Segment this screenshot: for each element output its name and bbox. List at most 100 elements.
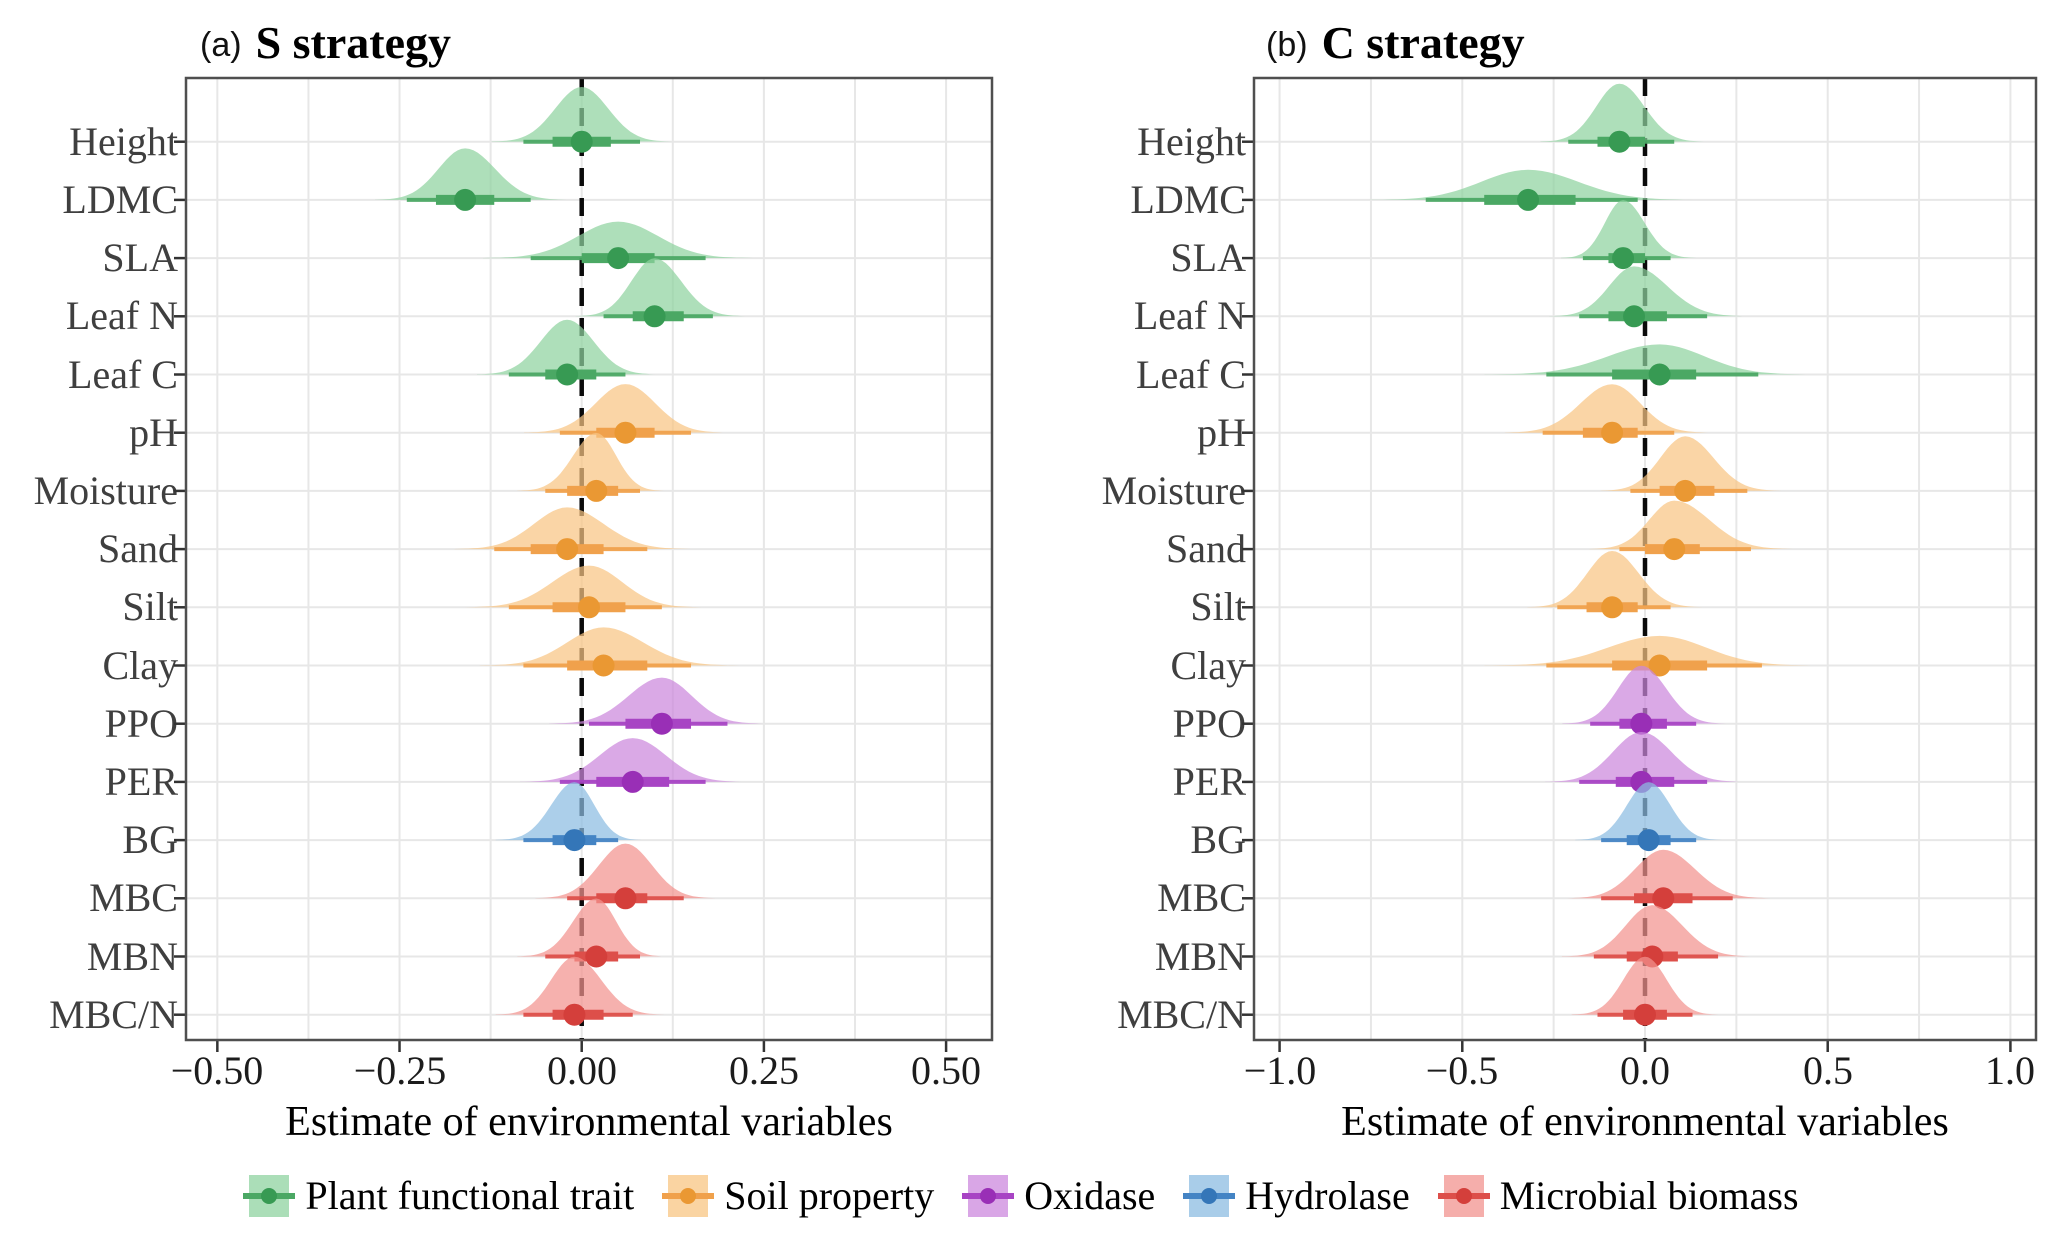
- estimate-dot: [1608, 130, 1631, 153]
- legend-item-hydrolase: Hydrolase: [1183, 1172, 1410, 1219]
- row-label-silt: Silt: [122, 584, 178, 630]
- density-ridge: [549, 677, 764, 724]
- density-ridge: [1561, 905, 1754, 957]
- estimate-dot: [1623, 305, 1646, 328]
- estimate-dot: [592, 654, 615, 677]
- row-label-leaf-c: Leaf C: [1136, 351, 1246, 397]
- legend-key-dot: [261, 1187, 278, 1204]
- estimate-dot: [563, 1003, 586, 1026]
- legend-item-microbial: Microbial biomass: [1437, 1172, 1799, 1219]
- row-label-height: Height: [69, 118, 178, 164]
- row-label-ldmc: LDMC: [62, 176, 178, 222]
- legend-label: Oxidase: [1024, 1173, 1156, 1218]
- legend-label: Microbial biomass: [1499, 1173, 1799, 1218]
- x-tick-label: −0.5: [1425, 1048, 1499, 1093]
- density-ridge: [1484, 635, 1818, 666]
- panel-a-title: (a) S strategy: [200, 16, 451, 69]
- estimate-dot: [621, 770, 644, 793]
- density-ridge: [1575, 782, 1723, 841]
- row-label-ppo: PPO: [104, 700, 178, 746]
- row-label-mbn: MBN: [1154, 933, 1246, 979]
- legend-item-soil: Soil property: [662, 1172, 935, 1219]
- density-ridge: [1600, 436, 1782, 491]
- panel-b-row-labels: Height LDMC SLA Leaf N Leaf C pH Moisture Sand S…: [1066, 0, 1246, 1100]
- legend-key-plant-icon: [243, 1174, 296, 1217]
- estimate-dot: [556, 363, 579, 386]
- density-ridge: [491, 87, 672, 142]
- legend-label: Plant functional trait: [305, 1173, 635, 1218]
- density-ridge: [1549, 266, 1747, 317]
- legend-key-dot: [1455, 1187, 1472, 1204]
- estimate-dot: [1648, 363, 1671, 386]
- estimate-dot: [585, 479, 608, 502]
- panel-border: [184, 76, 994, 1042]
- density-ridge: [1369, 169, 1698, 200]
- row-label-height: Height: [1137, 118, 1246, 164]
- legend-key-dot: [980, 1187, 997, 1204]
- legend-key-dot: [680, 1187, 697, 1204]
- estimate-dot: [607, 247, 630, 270]
- row-label-sand: Sand: [98, 526, 178, 572]
- row-label-leaf-c: Leaf C: [68, 351, 178, 397]
- row-label-ph: pH: [129, 409, 178, 455]
- x-tick-label: 0.25: [729, 1048, 799, 1093]
- density-ridge: [477, 319, 658, 375]
- panel-b-xaxis-title: Estimate of environmental variables: [1341, 1099, 1949, 1145]
- estimate-dot: [454, 188, 477, 211]
- row-label-ldmc: LDMC: [1130, 176, 1246, 222]
- density-ridge: [517, 898, 664, 957]
- density-ridge: [454, 507, 691, 550]
- row-label-clay: Clay: [102, 642, 178, 688]
- estimate-dot: [1674, 479, 1697, 502]
- estimate-dot: [570, 130, 593, 153]
- density-ridge: [483, 221, 754, 259]
- density-ridge: [1589, 500, 1793, 550]
- estimate-dot: [1612, 247, 1635, 270]
- panel-a-tag: (a): [200, 26, 242, 64]
- density-ridge: [465, 565, 702, 608]
- estimate-dot: [1637, 829, 1660, 852]
- estimate-dot: [1648, 654, 1671, 677]
- density-ridge: [1504, 384, 1709, 433]
- legend-item-oxidase: Oxidase: [962, 1172, 1156, 1219]
- row-label-moisture: Moisture: [33, 467, 178, 513]
- x-tick-label: 0.50: [911, 1048, 981, 1093]
- density-ridge: [1561, 200, 1697, 259]
- density-ridge: [524, 384, 727, 433]
- row-label-mbc-n: MBC/N: [1117, 991, 1246, 1037]
- x-tick-label: 0.00: [547, 1048, 617, 1093]
- estimate-dot: [1634, 1003, 1656, 1026]
- density-ridge: [375, 148, 567, 200]
- estimate-dot: [614, 421, 637, 444]
- legend-key-oxidase-icon: [962, 1174, 1015, 1217]
- estimate-dot: [1630, 712, 1653, 735]
- legend-key-microbial-icon: [1437, 1174, 1490, 1217]
- estimate-dot: [1601, 421, 1624, 444]
- density-ridge: [1571, 956, 1719, 1015]
- density-ridge: [1540, 83, 1705, 142]
- density-ridge: [520, 738, 746, 782]
- density-ridge: [1562, 665, 1727, 724]
- density-ridge: [575, 258, 745, 317]
- panel-b-tag: (b): [1266, 26, 1308, 64]
- estimate-dot: [578, 596, 600, 619]
- estimate-dot: [1517, 188, 1540, 211]
- density-ridge: [1567, 849, 1771, 899]
- row-label-ppo: PPO: [1172, 700, 1246, 746]
- x-tick-label: −1.0: [1243, 1048, 1317, 1093]
- row-label-mbc: MBC: [1157, 875, 1246, 921]
- density-ridge: [1484, 344, 1813, 375]
- row-label-sla: SLA: [102, 235, 178, 281]
- estimate-dot: [556, 538, 579, 561]
- legend-label: Soil property: [724, 1173, 935, 1218]
- row-label-ph: pH: [1197, 409, 1246, 455]
- density-ridge: [495, 782, 642, 841]
- panel-border: [1252, 76, 2038, 1042]
- legend-item-plant: Plant functional trait: [243, 1172, 635, 1219]
- row-label-clay: Clay: [1170, 642, 1246, 688]
- panel-a-row-labels: Height LDMC SLA Leaf N Leaf C pH Moisture Sand S…: [0, 0, 178, 1100]
- row-label-sla: SLA: [1170, 235, 1246, 281]
- legend-key-dot: [1201, 1187, 1218, 1204]
- x-tick-label: 0.5: [1803, 1048, 1853, 1093]
- panel-b-title-text: C strategy: [1321, 17, 1525, 68]
